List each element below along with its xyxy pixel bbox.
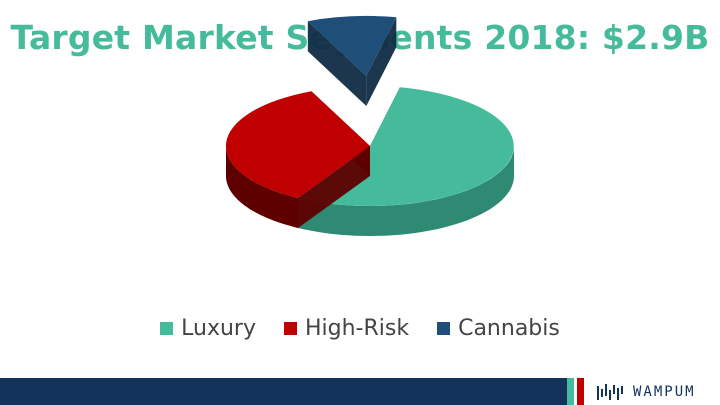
pie-slice-wall-luxury — [298, 146, 514, 236]
wampum-logo: WAMPUM — [597, 378, 720, 405]
legend-swatch-cannabis — [437, 322, 451, 335]
legend-swatch-high-risk — [283, 322, 297, 335]
wampum-logo-text: WAMPUM — [633, 383, 696, 400]
legend-label-cannabis: Cannabis — [458, 316, 560, 341]
brand-stripe-teal — [567, 378, 574, 405]
brand-stripe-white — [574, 378, 577, 405]
pie-slice-top-cannabis — [307, 15, 397, 76]
legend-swatch-luxury — [160, 322, 174, 335]
pie-slice-cannabis — [307, 15, 397, 106]
pie-slice-high-risk — [225, 91, 370, 228]
footer-bar — [0, 378, 567, 405]
legend-item-cannabis: Cannabis — [437, 316, 560, 341]
pie-slice-edge-cannabis — [366, 17, 397, 106]
pie-slice-top-high-risk — [225, 91, 370, 198]
legend-label-luxury: Luxury — [181, 316, 256, 341]
pie-slice-edge-high-risk — [298, 146, 370, 228]
legend-item-luxury: Luxury — [160, 316, 256, 341]
legend-item-high-risk: High-Risk — [283, 316, 410, 341]
legend-label-high-risk: High-Risk — [304, 316, 410, 341]
pie-slice-wall-high-risk — [226, 146, 298, 228]
legend: Luxury High-Risk Cannabis — [0, 316, 720, 341]
brand-stripe-red — [577, 378, 584, 405]
wampum-logo-icon — [597, 378, 627, 405]
pie-slice-edge-cannabis — [307, 21, 367, 106]
